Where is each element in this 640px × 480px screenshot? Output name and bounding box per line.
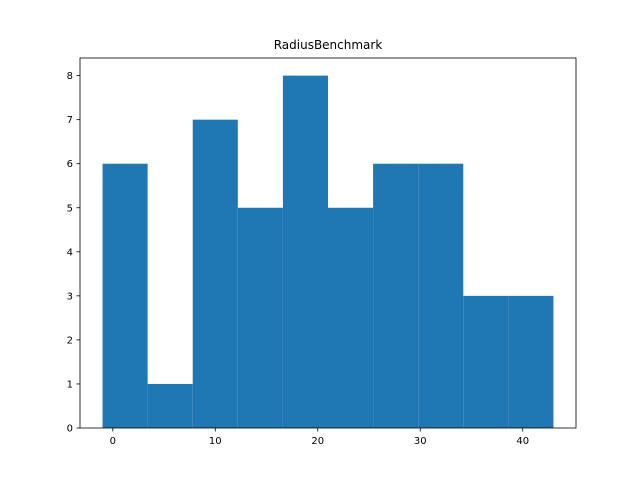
x-axis: 0 10 20 30 40 [110, 428, 529, 447]
y-tick-label: 1 [67, 379, 73, 390]
histogram-bar-3 [237, 207, 283, 428]
y-tick-label: 8 [67, 71, 73, 82]
histogram-bar-1 [147, 383, 193, 428]
y-tick-label: 2 [67, 335, 73, 346]
y-axis: 0 1 2 3 4 5 6 7 8 [67, 71, 80, 435]
plot-frame [79, 57, 577, 429]
histogram-bar-4 [282, 75, 328, 428]
x-tick-label: 20 [311, 436, 324, 447]
bars-group [102, 75, 554, 429]
y-tick-label: 3 [67, 291, 73, 302]
x-tick-label: 0 [110, 436, 116, 447]
histogram-bar-0 [102, 163, 148, 428]
y-tick-label: 6 [67, 159, 73, 170]
y-tick-label: 5 [67, 203, 73, 214]
histogram-bar-2 [192, 119, 238, 429]
x-tick-label: 10 [209, 436, 222, 447]
y-tick-label: 4 [67, 247, 73, 258]
histogram-bar-5 [328, 207, 374, 428]
histogram-bar-6 [373, 163, 419, 428]
histogram-bar-7 [418, 163, 464, 428]
chart-title: RadiusBenchmark [274, 38, 383, 52]
histogram-bar-9 [508, 295, 554, 428]
histogram-bar-8 [463, 295, 509, 428]
y-tick-label: 7 [67, 115, 73, 126]
x-tick-label: 30 [414, 436, 427, 447]
y-tick-label: 0 [67, 424, 73, 435]
x-tick-label: 40 [516, 436, 529, 447]
